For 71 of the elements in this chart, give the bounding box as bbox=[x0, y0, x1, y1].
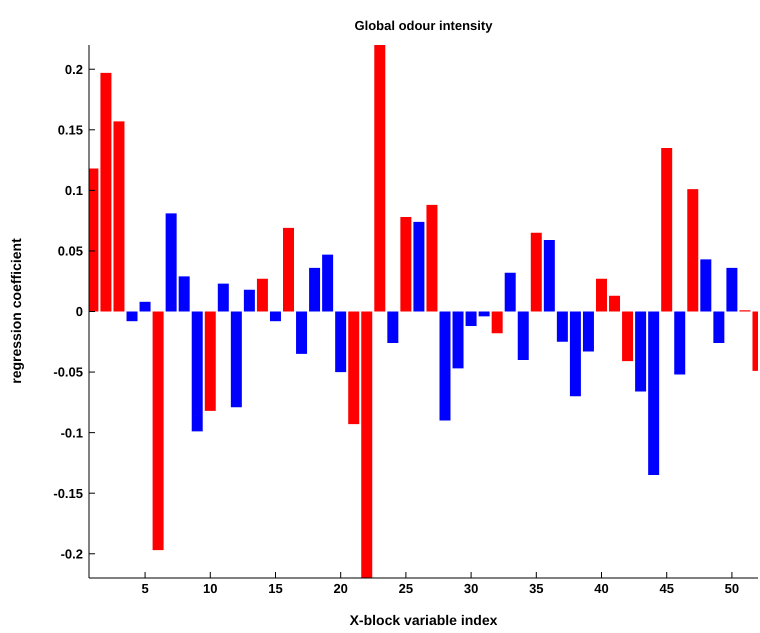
bar bbox=[400, 217, 412, 312]
bar bbox=[387, 312, 398, 343]
x-tick-label: 35 bbox=[529, 581, 544, 596]
bar bbox=[452, 312, 464, 368]
bar bbox=[426, 204, 438, 312]
y-tick-label: -0.05 bbox=[53, 364, 83, 380]
bar bbox=[570, 312, 581, 396]
bar bbox=[296, 312, 308, 354]
bar bbox=[556, 312, 568, 342]
x-tick-label: 25 bbox=[398, 581, 414, 596]
bar bbox=[530, 232, 542, 312]
bar bbox=[492, 312, 503, 334]
y-tick-label: -0.1 bbox=[60, 425, 83, 440]
x-tick-label: 50 bbox=[724, 581, 740, 596]
bar bbox=[335, 312, 346, 372]
bar bbox=[283, 228, 294, 312]
bar bbox=[322, 254, 334, 312]
bar bbox=[270, 312, 281, 322]
y-tick-label: 0.15 bbox=[58, 122, 83, 138]
x-tick-label: 5 bbox=[141, 581, 149, 596]
x-tick-label: 45 bbox=[659, 581, 674, 596]
bar bbox=[687, 189, 698, 312]
bar bbox=[218, 284, 229, 312]
bar bbox=[230, 312, 242, 408]
bar bbox=[361, 312, 372, 578]
bar bbox=[244, 290, 255, 312]
bar bbox=[140, 302, 151, 312]
y-tick-label: 0.05 bbox=[58, 244, 83, 259]
bar bbox=[348, 312, 360, 424]
bar bbox=[504, 272, 516, 312]
bar bbox=[648, 312, 660, 476]
bar bbox=[726, 268, 738, 312]
bar bbox=[192, 312, 203, 432]
chart-title: Global odour intensity bbox=[354, 18, 494, 33]
y-tick-label: 0.1 bbox=[64, 182, 83, 198]
bar bbox=[413, 222, 424, 312]
bar bbox=[518, 312, 529, 360]
bar bbox=[596, 278, 607, 312]
x-axis-title: X-block variable index bbox=[348, 612, 498, 628]
bar bbox=[700, 259, 712, 312]
x-tick-label: 10 bbox=[203, 581, 218, 596]
bar bbox=[126, 312, 138, 322]
bar bbox=[582, 312, 594, 352]
bar bbox=[609, 296, 620, 312]
bar bbox=[178, 276, 190, 312]
bar bbox=[544, 240, 555, 312]
y-tick-label: 0.2 bbox=[64, 62, 83, 77]
bar bbox=[439, 312, 450, 421]
y-tick-label: -0.2 bbox=[60, 546, 83, 562]
bar bbox=[713, 312, 724, 343]
y-tick-label: -0.15 bbox=[53, 486, 83, 501]
x-tick-label: 30 bbox=[464, 581, 478, 596]
bar bbox=[674, 312, 686, 374]
y-axis-title: regression coefficient bbox=[8, 238, 24, 384]
y-tick-label: 0 bbox=[76, 304, 83, 320]
x-tick-label: 15 bbox=[268, 581, 283, 596]
bar bbox=[100, 72, 112, 312]
x-tick-label: 40 bbox=[594, 581, 609, 596]
bar bbox=[113, 121, 124, 312]
x-tick-label: 20 bbox=[333, 581, 348, 596]
bar bbox=[478, 312, 490, 316]
bar bbox=[166, 213, 177, 312]
bar bbox=[309, 268, 320, 312]
bar bbox=[256, 278, 268, 312]
bar bbox=[204, 312, 216, 411]
bar bbox=[466, 312, 477, 326]
bar bbox=[374, 45, 386, 312]
bar bbox=[635, 312, 646, 392]
bar bbox=[661, 148, 672, 312]
bar bbox=[622, 312, 634, 362]
bar bbox=[152, 312, 164, 550]
